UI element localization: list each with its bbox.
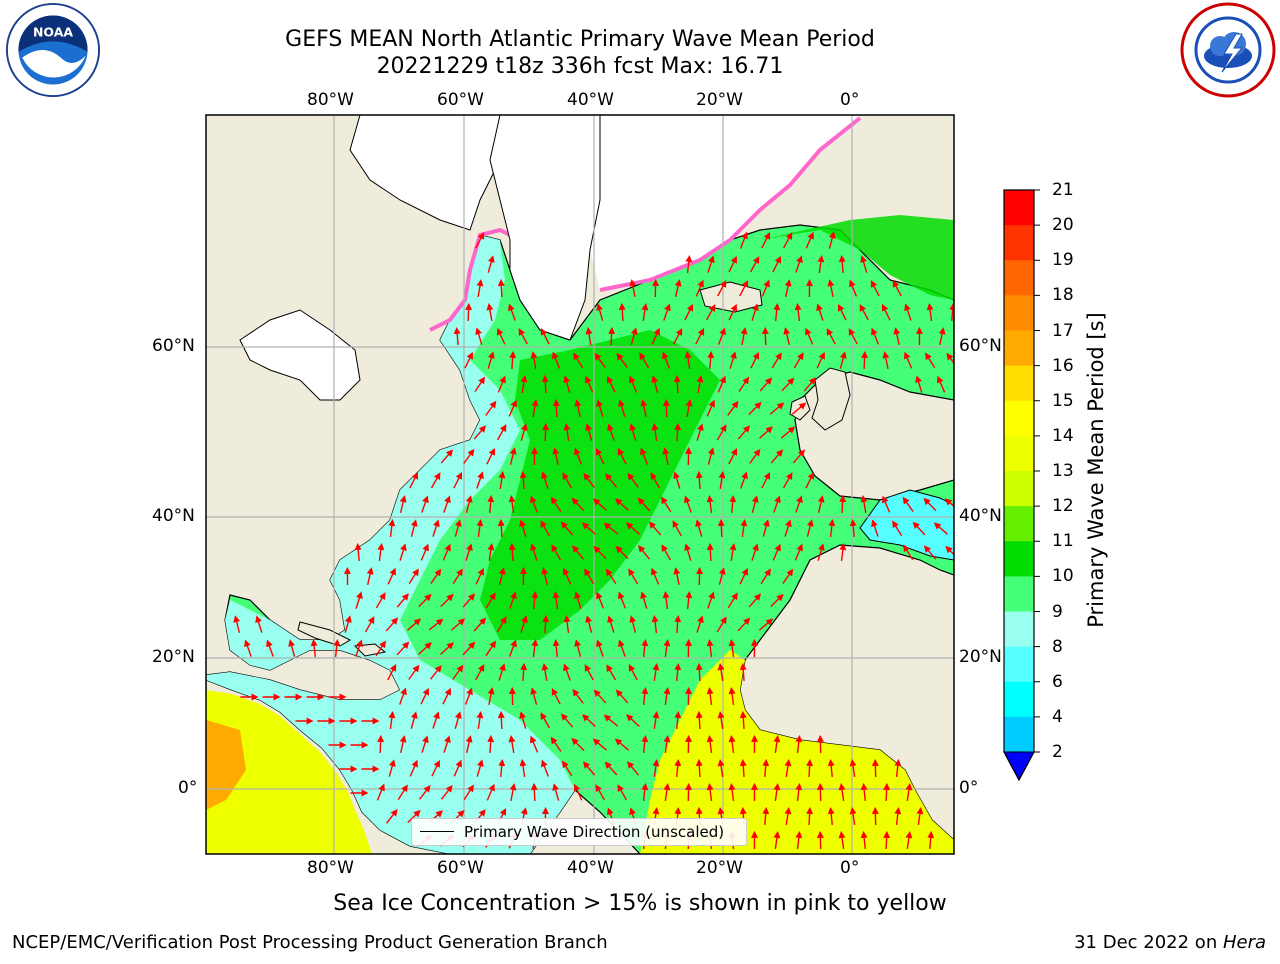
wave-arrow: [534, 785, 535, 801]
legend-label: Primary Wave Direction (unscaled): [464, 819, 724, 845]
wave-arrow: [501, 281, 502, 297]
colorbar-tick-label: 12: [1052, 496, 1074, 516]
wave-arrow: [886, 785, 887, 801]
lat-tick-right: 60°N: [959, 336, 1002, 356]
colorbar-label: Primary Wave Mean Period [s]: [1084, 312, 1108, 628]
colorbar-tick-label: 6: [1052, 672, 1063, 692]
wave-arrow: [886, 833, 887, 849]
lon-tick-bottom: 40°W: [567, 858, 614, 878]
wave-arrow: [809, 809, 810, 825]
lat-tick-right: 20°N: [959, 647, 1002, 667]
colorbar-cell: [1004, 541, 1034, 577]
colorbar-tick-label: 13: [1052, 461, 1074, 481]
wave-arrow: [710, 545, 711, 561]
wave-arrow: [699, 761, 700, 777]
wave-arrow: [699, 713, 700, 729]
lon-tick-bottom: 20°W: [696, 858, 743, 878]
colorbar-tick-label: 18: [1052, 285, 1074, 305]
colorbar-tick-label: 19: [1052, 250, 1074, 270]
wave-arrow: [611, 329, 612, 345]
colorbar-cell: [1004, 401, 1034, 437]
map-legend: Primary Wave Direction (unscaled): [411, 818, 747, 846]
colorbar-tick-label: 21: [1052, 180, 1074, 200]
wave-arrow: [490, 737, 491, 753]
lat-tick-left: 0°: [178, 778, 197, 798]
wave-arrow: [677, 377, 678, 393]
legend-line-swatch: [420, 831, 454, 832]
lat-tick-left: 40°N: [152, 506, 195, 526]
colorbar-cell: [1004, 612, 1034, 648]
lon-tick-top: 0°: [840, 90, 859, 110]
colorbar-cell: [1004, 295, 1034, 331]
wave-arrow: [809, 761, 810, 777]
colorbar-cell: [1004, 436, 1034, 472]
colorbar-tick-label: 16: [1052, 356, 1074, 376]
colorbar-tick-label: 9: [1052, 602, 1063, 622]
wave-arrow: [666, 401, 667, 417]
colorbar-tick-label: 11: [1052, 531, 1074, 551]
footer-date-text: 31 Dec 2022 on: [1074, 932, 1223, 953]
colorbar-cell: [1004, 506, 1034, 542]
colorbar-cell: [1004, 576, 1034, 612]
colorbar: [1000, 186, 1080, 786]
colorbar-tick-label: 14: [1052, 426, 1074, 446]
colorbar-tick-label: 15: [1052, 391, 1074, 411]
wave-arrow: [699, 665, 700, 681]
colorbar-cell: [1004, 331, 1034, 367]
lat-tick-left: 20°N: [152, 647, 195, 667]
colorbar-tick-label: 20: [1052, 215, 1074, 235]
footer-credit: NCEP/EMC/Verification Post Processing Pr…: [12, 932, 608, 954]
lon-tick-top: 20°W: [696, 90, 743, 110]
colorbar-tick-label: 10: [1052, 566, 1074, 586]
lon-tick-bottom: 0°: [840, 858, 859, 878]
lon-tick-top: 40°W: [567, 90, 614, 110]
colorbar-cell: [1004, 682, 1034, 718]
wave-arrow: [501, 713, 502, 729]
colorbar-tick-label: 2: [1052, 742, 1063, 762]
footer-machine: Hera: [1223, 932, 1266, 953]
sea-ice-note: Sea Ice Concentration > 15% is shown in …: [200, 890, 1080, 918]
colorbar-tick-label: 8: [1052, 637, 1063, 657]
colorbar-cell: [1004, 225, 1034, 261]
wave-arrow: [556, 401, 557, 417]
wave-arrow: [842, 497, 843, 513]
colorbar-cell: [1004, 190, 1034, 226]
wave-arrow: [380, 737, 381, 753]
wave-arrow: [864, 353, 865, 369]
wave-arrow: [468, 305, 469, 321]
colorbar-extend: [1004, 752, 1034, 780]
wave-arrow: [677, 425, 678, 441]
lon-tick-bottom: 80°W: [307, 858, 354, 878]
lon-tick-top: 60°W: [437, 90, 484, 110]
footer-date: 31 Dec 2022 on Hera: [1074, 932, 1266, 954]
lat-tick-right: 0°: [959, 778, 978, 798]
colorbar-tick-label: 4: [1052, 707, 1063, 727]
colorbar-cell: [1004, 717, 1034, 753]
colorbar-tick-label: 17: [1052, 321, 1074, 341]
lat-tick-right: 40°N: [959, 506, 1002, 526]
lat-tick-left: 60°N: [152, 336, 195, 356]
lon-tick-top: 80°W: [307, 90, 354, 110]
wave-arrow: [545, 425, 546, 441]
colorbar-cell: [1004, 260, 1034, 296]
colorbar-cell: [1004, 366, 1034, 402]
wave-arrow: [721, 521, 722, 537]
lon-tick-bottom: 60°W: [437, 858, 484, 878]
colorbar-cell: [1004, 471, 1034, 507]
colorbar-cell: [1004, 647, 1034, 683]
